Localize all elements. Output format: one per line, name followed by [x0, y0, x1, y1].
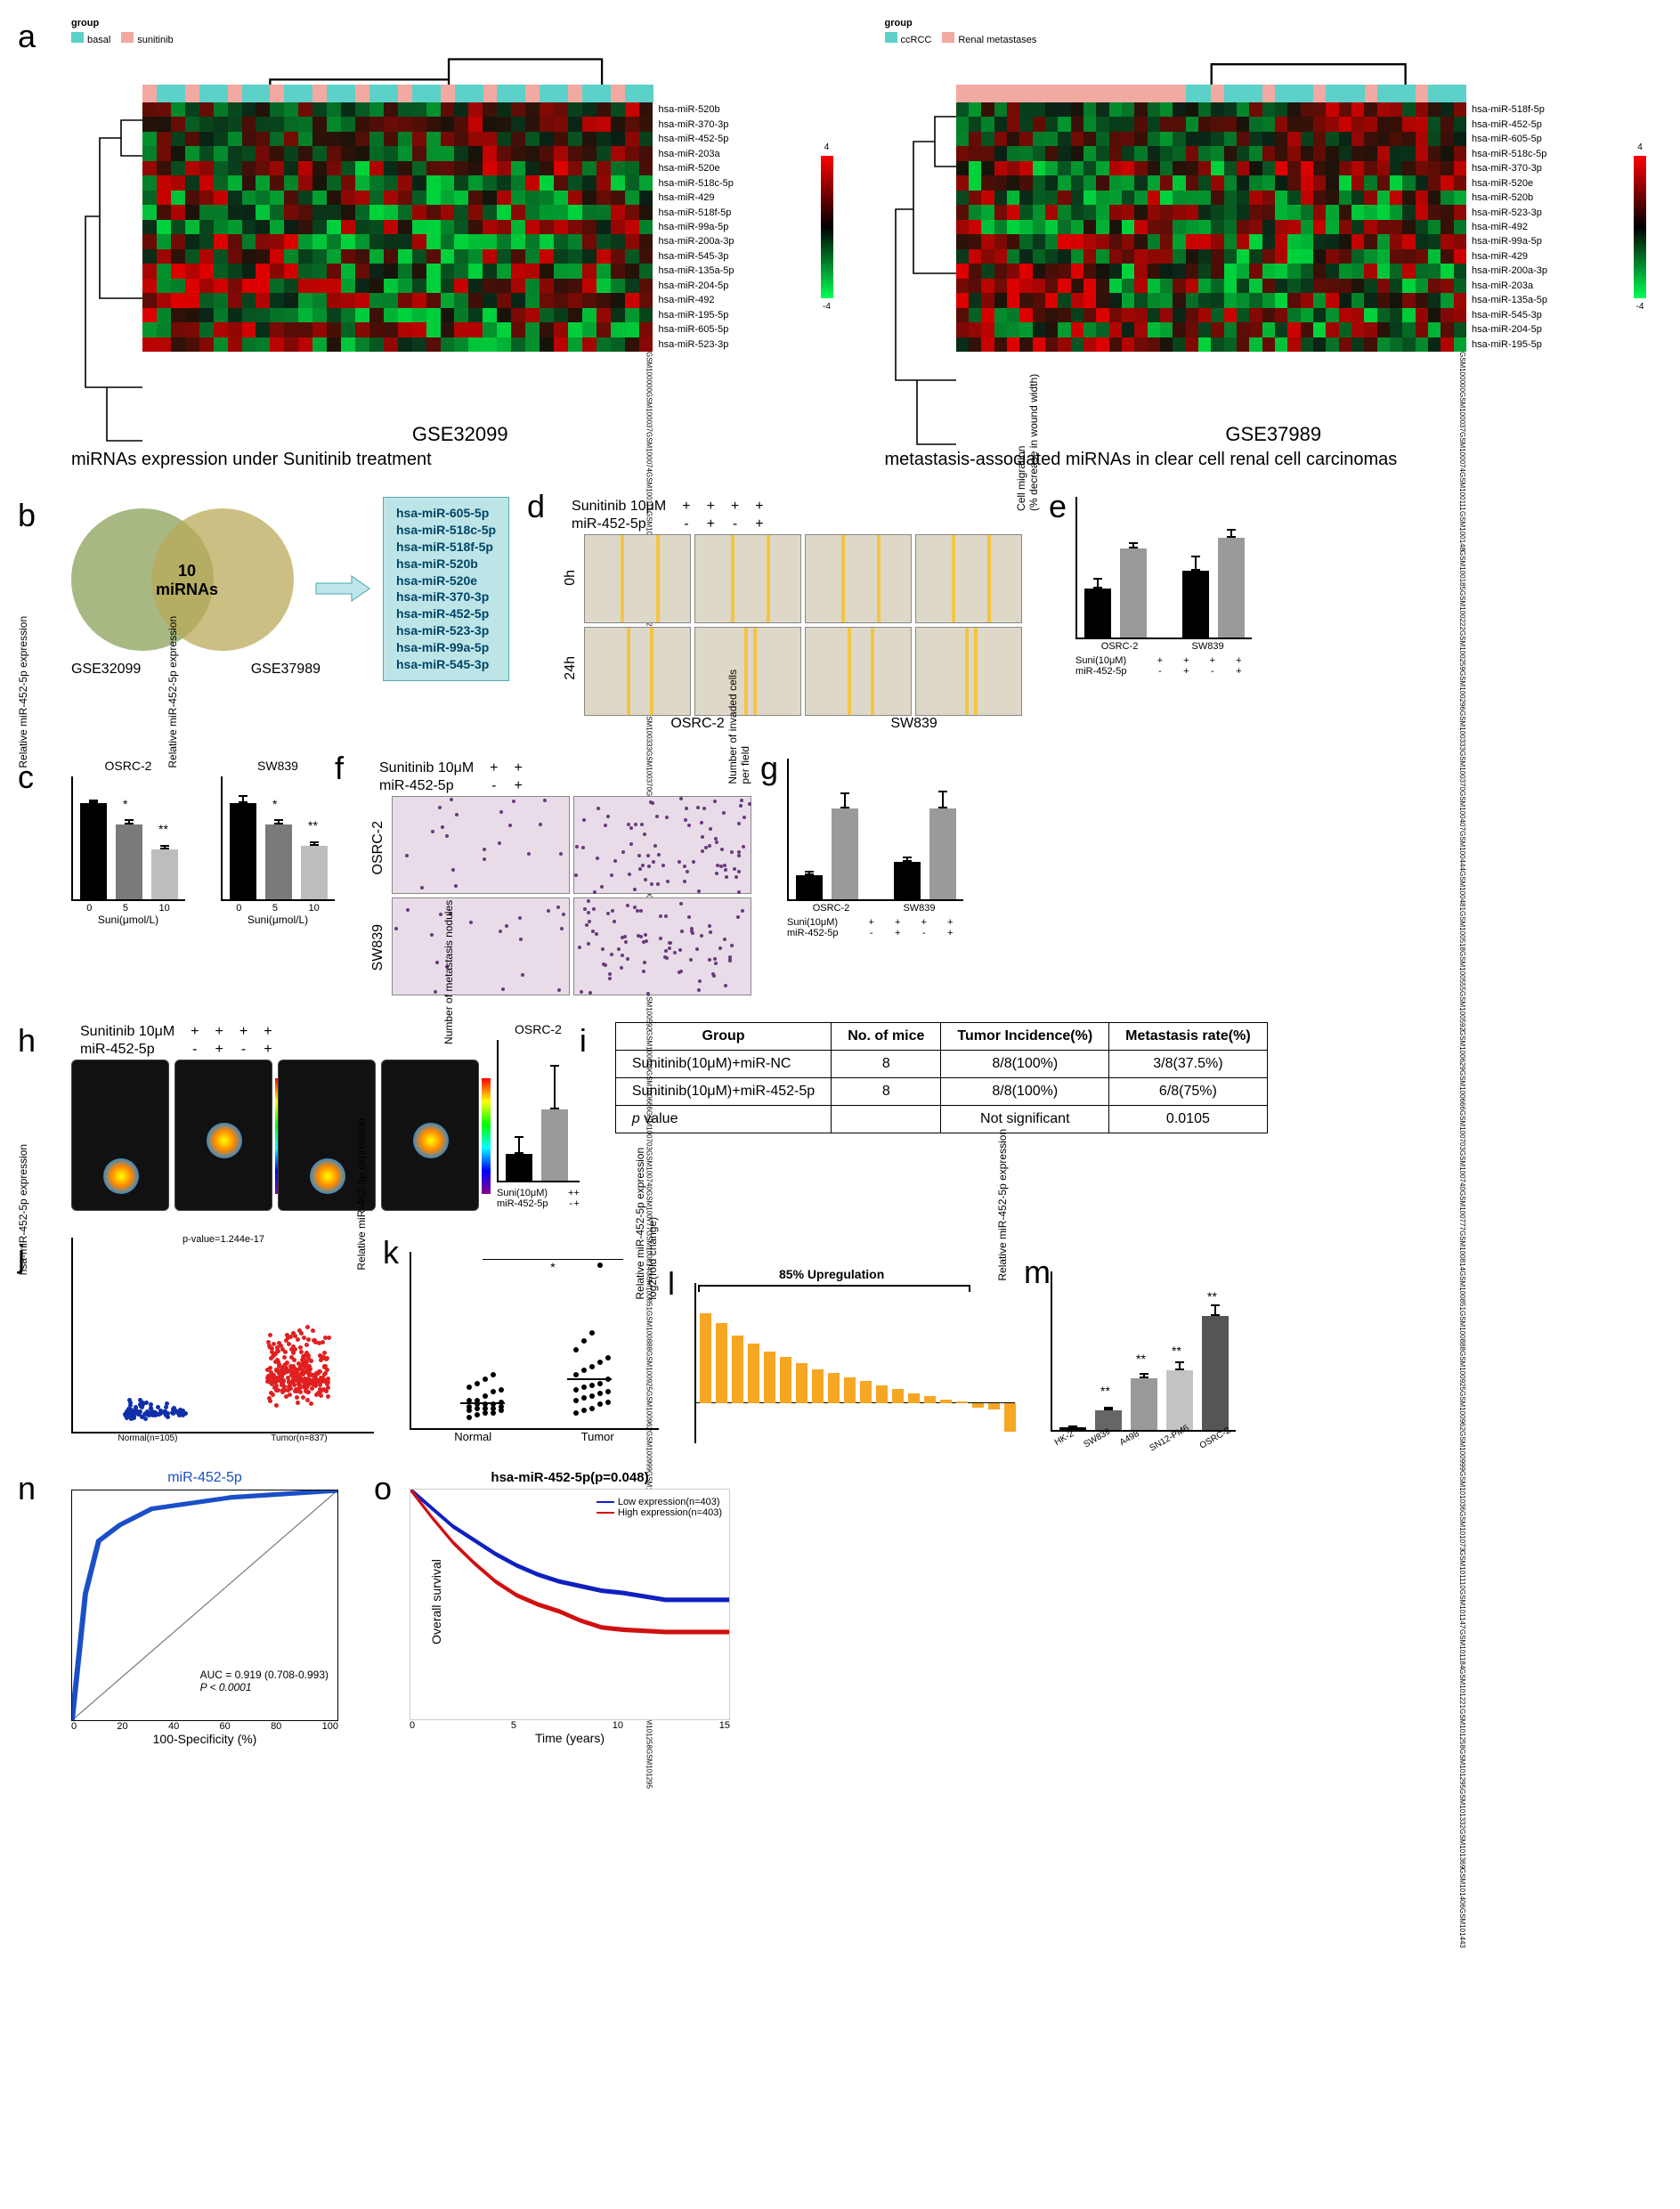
panel-label-n: n: [18, 1470, 36, 1507]
panel-label-h: h: [18, 1022, 36, 1060]
heatmap-collabels: GSM100000GSM100037GSM100074GSM100111GSM1…: [142, 352, 653, 423]
results-table: GroupNo. of miceTumor Incidence(%)Metast…: [615, 1022, 1268, 1133]
legend-swatch: [121, 32, 134, 43]
heatmap-caption: metastasis-associated miRNAs in clear ce…: [885, 450, 1663, 470]
cell-label: SW839: [806, 716, 1022, 732]
dendrogram-left: [71, 102, 142, 459]
panel-label-b: b: [18, 497, 36, 534]
panel-label-i: i: [580, 1022, 587, 1060]
survival-curve: hsa-miR-452-5p(p=0.048)Low expression(n=…: [410, 1470, 730, 1745]
group-bar: [956, 85, 1467, 102]
dose-barchart-osrc2: OSRC-2Relative miR-452-5p expression***0…: [71, 759, 185, 926]
roc-curve: miR-452-5p100%-Sensitivity%AUC = 0.919 (…: [71, 1470, 338, 1746]
panel-label-o: o: [374, 1470, 392, 1507]
venn-diagram: 10miRNAs GSE32099 GSE37989: [71, 499, 303, 678]
panel-label-a: a: [18, 18, 36, 55]
time-label: 24h: [563, 656, 579, 680]
color-scale: 4 -4: [1618, 102, 1662, 352]
color-scale: 4 -4: [805, 102, 849, 352]
panel-label-k: k: [383, 1234, 399, 1271]
panel-label-g: g: [760, 750, 778, 787]
cellline-barchart: Relative miR-452-5p expression********HK…: [1051, 1271, 1236, 1443]
venn-set-label: GSE32099: [71, 662, 141, 678]
migration-barchart: Cell migration (% decrease in wound widt…: [1075, 497, 1252, 677]
panel-label-d: d: [527, 488, 545, 525]
panel-label-m: m: [1024, 1254, 1051, 1291]
foldchange-barchart: Relative miR-452-5p expression log2(fold…: [694, 1283, 1015, 1443]
heatmap-body: [956, 102, 1467, 352]
swarm-plot: hsa-miR-452-5p expressionp-value=1.244e-…: [71, 1238, 374, 1443]
dot-plot: Relative miR-452-5p expression*NormalTum…: [410, 1252, 659, 1443]
condition-header: Sunitinib 10μM++++ miR-452-5p-+-+: [563, 497, 773, 534]
legend-swatch: [71, 32, 84, 43]
wound-micrographs: [584, 534, 1022, 716]
panel-label-e: e: [1049, 488, 1067, 525]
group-bar: [142, 85, 653, 102]
group-header: group: [885, 18, 913, 28]
venn-count: 10: [178, 562, 196, 580]
heatmap-left: group basal sunitinib hsa-miR-520bhsa-mi…: [71, 18, 849, 470]
venn-list: hsa-miR-605-5phsa-miR-518c-5phsa-miR-518…: [383, 497, 509, 681]
mouse-imaging: [71, 1060, 479, 1211]
dose-barchart-sw839: SW839Relative miR-452-5p expression***05…: [221, 759, 335, 926]
cell-label: OSRC-2: [589, 716, 806, 732]
legend-label: Renal metastases: [958, 35, 1036, 45]
metastasis-barchart: OSRC-2Number of metastasis nodulesSuni(1…: [497, 1022, 580, 1209]
time-label: 0h: [563, 570, 579, 586]
condition-header: Sunitinib 10μM++++ miR-452-5p-+-+: [71, 1022, 281, 1060]
condition-header: Sunitinib 10μM++ miR-452-5p-+: [370, 759, 532, 796]
dendrogram-left: [885, 102, 956, 459]
heatmap-rowlabels: hsa-miR-518f-5phsa-miR-452-5phsa-miR-605…: [1466, 102, 1618, 352]
panel-label-f: f: [335, 750, 344, 787]
venn-set-label: GSE37989: [251, 662, 321, 678]
cell-label: SW839: [370, 924, 386, 970]
arrow-icon: [312, 571, 374, 606]
legend-swatch: [885, 32, 897, 43]
panel-label-l: l: [668, 1265, 675, 1303]
heatmap-right: group ccRCC Renal metastases hsa-miR-518…: [885, 18, 1663, 470]
group-header: group: [71, 18, 99, 28]
invasion-barchart: Number of invaded cells per fieldOSRC-2S…: [787, 759, 963, 938]
venn-count-label: miRNAs: [156, 581, 218, 598]
legend-swatch: [942, 32, 954, 43]
legend-label: ccRCC: [901, 35, 932, 45]
legend-label: basal: [87, 35, 110, 45]
heatmap-rowlabels: hsa-miR-520bhsa-miR-370-3phsa-miR-452-5p…: [653, 102, 805, 352]
legend-label: sunitinib: [137, 35, 173, 45]
heatmap-body: [142, 102, 653, 352]
cell-label: OSRC-2: [370, 821, 386, 874]
